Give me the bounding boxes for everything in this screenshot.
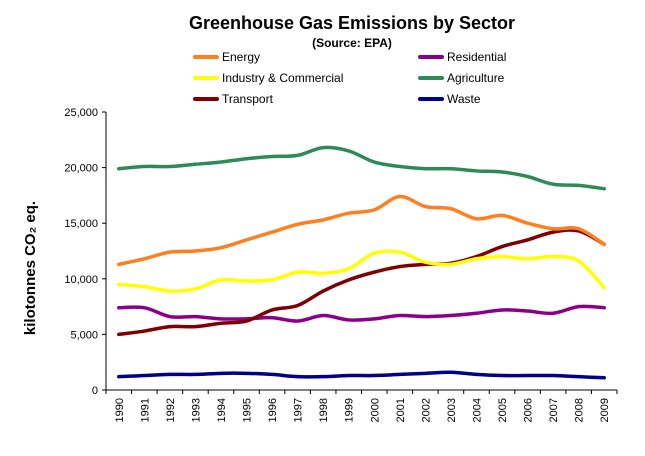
chart-subtitle: (Source: EPA) (312, 36, 392, 50)
legend: Energy Residential Industry & Commercial Ag… (193, 50, 506, 106)
legend-label-waste: Waste (447, 92, 481, 106)
y-tick-label: 25,000 (64, 107, 98, 119)
axes: 0 5,000 10,000 15,000 20,000 25,000 1990 1991 19… (64, 107, 618, 422)
x-tick-label: 1998 (318, 398, 330, 422)
y-tick-label: 0 (92, 385, 98, 397)
legend-label-agriculture: Agriculture (447, 71, 505, 85)
x-tick-label: 2004 (471, 398, 483, 422)
series-line-energy (117, 194, 606, 267)
x-tick-label: 2000 (369, 398, 381, 422)
x-tick-label: 2007 (548, 398, 560, 422)
x-tick-label: 2008 (574, 398, 586, 422)
series-line-residential (117, 304, 606, 323)
x-tick-label: 1995 (242, 398, 254, 422)
x-tick-label: 2001 (395, 398, 407, 422)
y-tick-label: 20,000 (64, 163, 98, 175)
x-tick-label: 1992 (165, 398, 177, 422)
x-tick-label: 2009 (599, 398, 611, 422)
x-tick-label: 1990 (114, 398, 126, 422)
y-tick-label: 5,000 (70, 329, 98, 341)
series-line-agriculture (117, 145, 606, 191)
x-tick-label: 2006 (523, 398, 535, 422)
legend-label-industry-commercial: Industry & Commercial (222, 71, 343, 85)
legend-label-energy: Energy (222, 50, 260, 64)
x-tick-label: 1997 (293, 398, 305, 422)
x-tick-label: 2002 (420, 398, 432, 422)
chart-title: Greenhouse Gas Emissions by Sector (189, 13, 515, 33)
legend-label-residential: Residential (447, 50, 506, 64)
x-tick-label: 1996 (267, 398, 279, 422)
series-line-waste (117, 370, 606, 380)
x-tick-label: 1991 (139, 398, 151, 422)
series-line-transport (117, 228, 606, 337)
series-layer (117, 145, 606, 380)
y-tick-label: 15,000 (64, 218, 98, 230)
x-tick-label: 1999 (344, 398, 356, 422)
y-tick-label: 10,000 (64, 274, 98, 286)
legend-label-transport: Transport (222, 92, 274, 106)
x-tick-label: 2003 (446, 398, 458, 422)
series-line-industry-commercial (117, 249, 606, 293)
y-axis-label: kilotonnes CO₂ eq. (22, 201, 39, 335)
x-tick-label: 1993 (190, 398, 202, 422)
x-tick-label: 1994 (216, 398, 228, 422)
x-tick-label: 2005 (497, 398, 509, 422)
